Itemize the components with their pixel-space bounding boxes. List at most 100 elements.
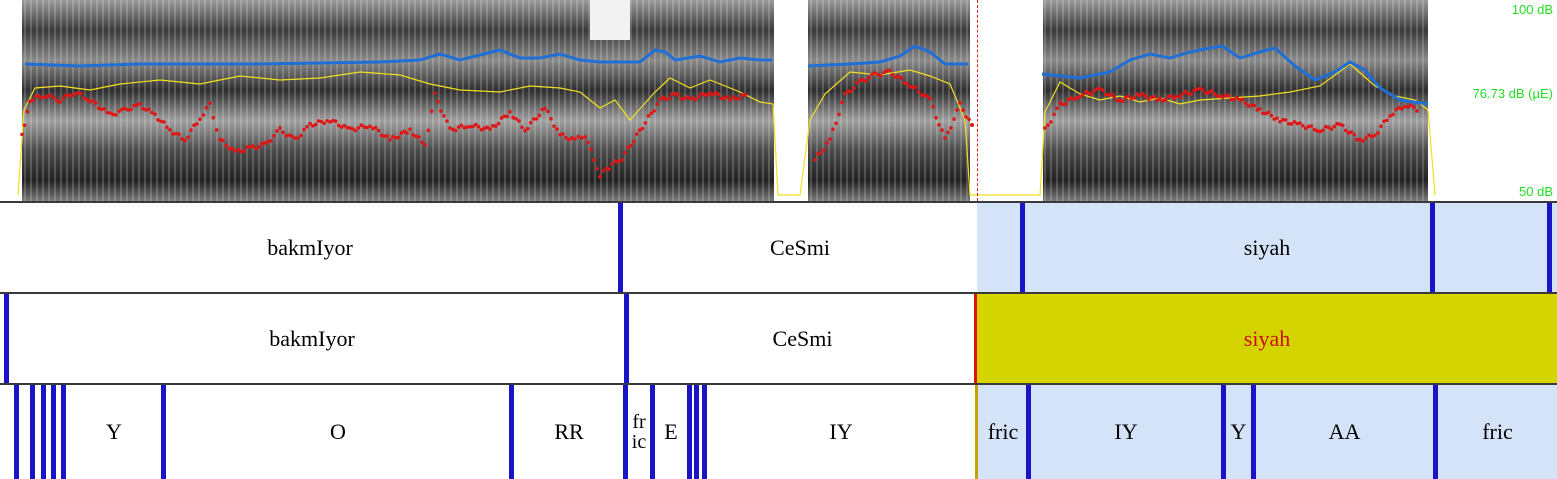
pitch-point	[937, 122, 941, 127]
interval-phone[interactable]: Y	[1230, 419, 1247, 444]
pitch-point	[1303, 126, 1308, 131]
boundary-marker[interactable]	[1433, 385, 1438, 479]
pitch-point	[453, 128, 458, 133]
spectrogram-canvas[interactable]: 100 dB 76.73 dB (µE) 50 dB	[0, 0, 1557, 201]
pitch-point	[402, 129, 407, 134]
boundary-marker[interactable]	[1251, 385, 1256, 479]
pitch-point	[870, 72, 874, 77]
spectrogram-panel[interactable]: 100 dB 76.73 dB (µE) 50 dB	[0, 0, 1557, 201]
pitch-point	[546, 109, 550, 114]
pitch-point	[673, 91, 677, 96]
interval-phone[interactable]: IY	[829, 419, 853, 444]
interval-phone[interactable]: fric	[987, 419, 1019, 444]
pitch-point	[296, 136, 300, 140]
pitch-point	[302, 127, 306, 132]
pitch-point	[73, 92, 77, 96]
interval-phone[interactable]: Y	[106, 419, 122, 444]
interval-phone[interactable]: E	[664, 419, 678, 444]
pitch-point	[1246, 104, 1251, 108]
pitch-point	[970, 123, 974, 127]
boundary-marker[interactable]	[509, 385, 514, 479]
pitch-point	[473, 122, 478, 127]
boundary-marker[interactable]	[41, 385, 46, 479]
pitch-point	[46, 94, 50, 99]
boundary-marker[interactable]	[1547, 203, 1552, 292]
interval-CeSmi[interactable]: CeSmi	[770, 234, 830, 260]
interval-phone[interactable]: IY	[1114, 419, 1138, 444]
pitch-point	[837, 112, 841, 117]
pitch-point	[1118, 98, 1122, 103]
pitch-point	[339, 125, 344, 129]
interval-siyah-selected[interactable]: siyah	[1243, 325, 1291, 351]
pitch-point	[64, 93, 68, 97]
boundary-marker[interactable]	[1430, 203, 1435, 292]
pitch-point	[211, 115, 216, 120]
pitch-point	[822, 148, 826, 152]
pitch-point	[272, 134, 276, 138]
tier-phones[interactable]: Y O RR fr ic E IY fric IY Y AA fric	[0, 385, 1557, 479]
pitch-point	[531, 117, 536, 121]
pitch-point	[1061, 102, 1065, 107]
pitch-point	[186, 135, 190, 140]
interval-phone[interactable]: RR	[554, 419, 584, 444]
pitch-point	[1169, 94, 1174, 99]
tier-words[interactable]: bakmIyor CeSmi siyah	[0, 203, 1557, 292]
pitch-point	[508, 110, 512, 114]
boundary-marker[interactable]	[1026, 385, 1031, 479]
interval-CeSmi[interactable]: CeSmi	[772, 325, 833, 351]
pitch-point	[537, 113, 542, 118]
tier-words-2[interactable]: bakmIyor CeSmi siyah	[0, 294, 1557, 383]
interval-phone[interactable]: O	[330, 419, 346, 444]
boundary-marker[interactable]	[694, 385, 699, 479]
pitch-point	[58, 100, 62, 104]
pitch-point	[1072, 97, 1077, 102]
boundary-marker[interactable]	[1221, 385, 1226, 479]
boundary-marker[interactable]	[650, 385, 655, 479]
selection-boundary-marker[interactable]	[975, 385, 978, 479]
boundary-marker[interactable]	[14, 385, 19, 479]
boundary-marker[interactable]	[30, 385, 35, 479]
interval-phone[interactable]: fr ic	[631, 411, 647, 453]
pitch-point	[198, 117, 202, 122]
pitch-point	[208, 101, 212, 105]
interval-siyah[interactable]: siyah	[1243, 234, 1291, 260]
pitch-point	[1335, 121, 1339, 126]
pitch-point	[1181, 92, 1185, 96]
boundary-marker[interactable]	[51, 385, 56, 479]
interval-bakmIyor[interactable]: bakmIyor	[267, 234, 353, 260]
pitch-point	[325, 118, 329, 123]
boundary-marker[interactable]	[687, 385, 692, 479]
boundary-marker[interactable]	[624, 294, 629, 383]
pitch-point	[183, 138, 187, 143]
pitch-point	[1394, 107, 1398, 112]
boundary-marker[interactable]	[623, 385, 628, 479]
pitch-point	[1388, 114, 1392, 118]
pitch-point	[1206, 90, 1211, 95]
pitch-point	[126, 108, 130, 112]
boundary-marker[interactable]	[618, 203, 623, 292]
boundary-marker[interactable]	[161, 385, 166, 479]
pitch-point	[1178, 95, 1182, 99]
cursor-line	[977, 0, 978, 201]
boundary-marker[interactable]	[702, 385, 707, 479]
pitch-point	[147, 107, 151, 111]
pitch-point	[586, 140, 590, 145]
pitch-point	[221, 138, 225, 143]
boundary-marker[interactable]	[1020, 203, 1025, 292]
boundary-marker[interactable]	[61, 385, 66, 479]
selected-boundary-marker[interactable]	[974, 294, 977, 383]
pitch-point	[144, 108, 148, 112]
pitch-point	[269, 139, 273, 143]
pitch-point	[1349, 130, 1354, 134]
pitch-point	[1166, 94, 1171, 98]
pitch-point	[896, 74, 901, 79]
pitch-point	[1129, 96, 1134, 101]
pitch-point	[722, 96, 727, 101]
boundary-marker[interactable]	[4, 294, 9, 383]
pitch-point	[25, 109, 30, 114]
interval-phone[interactable]: fric	[1482, 419, 1513, 444]
interval-bakmIyor[interactable]: bakmIyor	[269, 325, 355, 351]
pitch-point	[1183, 89, 1188, 94]
pitch-point	[840, 100, 844, 105]
interval-phone[interactable]: AA	[1328, 419, 1361, 444]
